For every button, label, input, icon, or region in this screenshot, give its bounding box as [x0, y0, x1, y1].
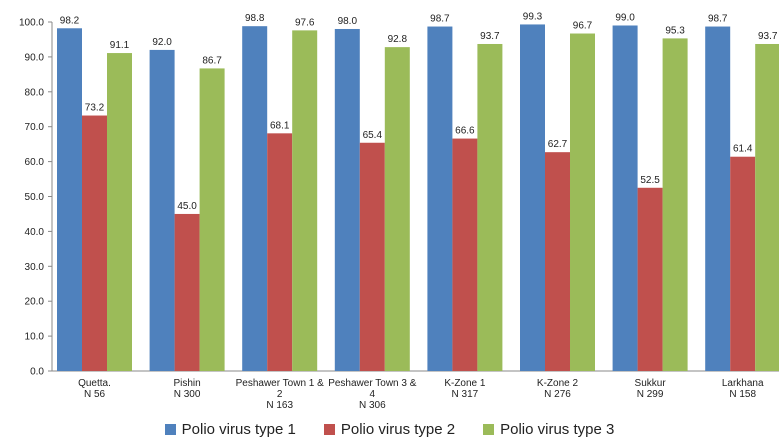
bar-series-3 [570, 33, 595, 371]
bar-series-2 [267, 133, 293, 371]
legend-swatch [164, 423, 176, 435]
category-label-line: Peshawer Town 1 & [236, 378, 325, 389]
category-label-line: 4 [370, 389, 376, 400]
category-label-line: Peshawer Town 3 & [328, 378, 417, 389]
category-label-line: Larkhana [722, 378, 764, 389]
data-label: 92.8 [388, 34, 408, 45]
data-label: 65.4 [363, 130, 383, 141]
data-label: 98.7 [708, 14, 728, 25]
y-tick-label: 90.0 [25, 52, 45, 63]
data-label: 99.0 [615, 12, 635, 23]
data-label: 62.7 [548, 139, 568, 150]
bar-series-1 [612, 25, 638, 372]
category-label: Pishin N 300 [173, 378, 200, 400]
legend-swatch [323, 423, 335, 435]
data-label: 97.6 [295, 17, 315, 28]
data-label: 91.1 [110, 40, 130, 51]
data-label: 98.7 [430, 14, 450, 25]
bar-series-3 [662, 38, 688, 371]
bar-series-2 [174, 213, 200, 371]
bar-series-1 [334, 28, 360, 371]
data-label: 73.2 [85, 103, 105, 114]
category-label: Peshawer Town 3 & 4 N 306 [328, 378, 417, 411]
legend-item-type-3: Polio virus type 3 [483, 421, 614, 438]
bar-series-1 [427, 26, 453, 372]
bar-series-3 [755, 43, 779, 371]
bar-series-3 [477, 43, 503, 371]
category-label: Larkhana N 158 [722, 378, 764, 400]
legend-swatch [483, 423, 495, 435]
category-label-line: 2 [277, 389, 283, 400]
bar-series-3 [384, 47, 410, 372]
y-tick-label: 80.0 [25, 87, 45, 98]
bar-series-1 [520, 24, 545, 372]
bar-series-2 [359, 142, 385, 371]
bar-series-1 [705, 26, 731, 372]
legend-item-type-1: Polio virus type 1 [164, 420, 296, 438]
y-tick-label: 20.0 [25, 297, 45, 308]
bar-series-2 [452, 138, 478, 371]
y-tick-label: 40.0 [25, 227, 45, 238]
category-label-line: N 163 [266, 400, 293, 411]
data-label: 96.7 [573, 21, 593, 32]
bar-series-3 [292, 30, 318, 371]
legend-label: Polio virus type 1 [181, 420, 296, 438]
legend-item-type-2: Polio virus type 2 [323, 420, 456, 438]
category-label-line: N 276 [544, 389, 571, 400]
legend: Polio virus type 1 Polio virus type 2 Poli… [0, 418, 779, 440]
category-label-line: Quetta. [78, 378, 111, 389]
data-label: 52.5 [640, 175, 660, 186]
bar-series-3 [107, 53, 132, 371]
bar-series-1 [149, 49, 175, 372]
category-label-line: N 158 [729, 389, 756, 400]
bar-chart: 0.0 10.0 20.0 30.0 40.0 50.0 60.0 70.0 80.0 90.0 1… [19, 11, 779, 411]
data-label: 99.3 [523, 11, 543, 22]
category-label-line: Pishin [173, 378, 200, 389]
data-label: 61.4 [733, 144, 753, 155]
data-label: 93.7 [480, 31, 500, 42]
data-label: 86.7 [202, 55, 222, 66]
category-label-line: N 56 [84, 389, 106, 400]
data-label: 93.7 [758, 31, 778, 42]
y-tick-label: 60.0 [25, 157, 45, 168]
data-label: 95.3 [665, 25, 685, 36]
category-label-line: N 300 [174, 389, 201, 400]
bar-series-2 [545, 152, 570, 371]
category-label: Quetta. N 56 [78, 378, 111, 400]
legend-label: Polio virus type 3 [500, 420, 615, 438]
data-label: 98.2 [60, 15, 80, 26]
legend-label: Polio virus type 2 [340, 420, 456, 438]
bar-series-3 [199, 68, 225, 372]
category-label-line: Sukkur [635, 378, 667, 389]
category-label-line: N 306 [359, 400, 386, 411]
y-tick-label: 100.0 [19, 18, 44, 29]
y-tick-label: 50.0 [25, 192, 45, 203]
bar-series-1 [57, 28, 82, 371]
bar-series-2 [82, 115, 107, 371]
y-tick-label: 10.0 [25, 332, 45, 343]
y-tick-label: 0.0 [30, 367, 44, 378]
category-label-line: K-Zone 2 [537, 378, 579, 389]
data-label: 45.0 [177, 201, 197, 212]
y-tick-label: 30.0 [25, 262, 45, 273]
data-label: 68.1 [270, 120, 290, 131]
y-tick-label: 70.0 [25, 122, 45, 133]
data-label: 98.0 [338, 16, 358, 27]
category-label: Peshawer Town 1 & 2 N 163 [236, 378, 325, 411]
category-label-line: K-Zone 1 [444, 378, 486, 389]
data-label: 98.8 [245, 13, 265, 24]
bar-series-2 [730, 156, 756, 371]
data-label: 92.0 [152, 37, 172, 48]
data-label: 66.6 [455, 126, 475, 137]
bar-series-1 [242, 26, 268, 372]
category-label-line: N 299 [637, 389, 664, 400]
bar-series-2 [637, 187, 663, 371]
category-label: Sukkur N 299 [635, 378, 667, 400]
category-label-line: N 317 [452, 389, 479, 400]
